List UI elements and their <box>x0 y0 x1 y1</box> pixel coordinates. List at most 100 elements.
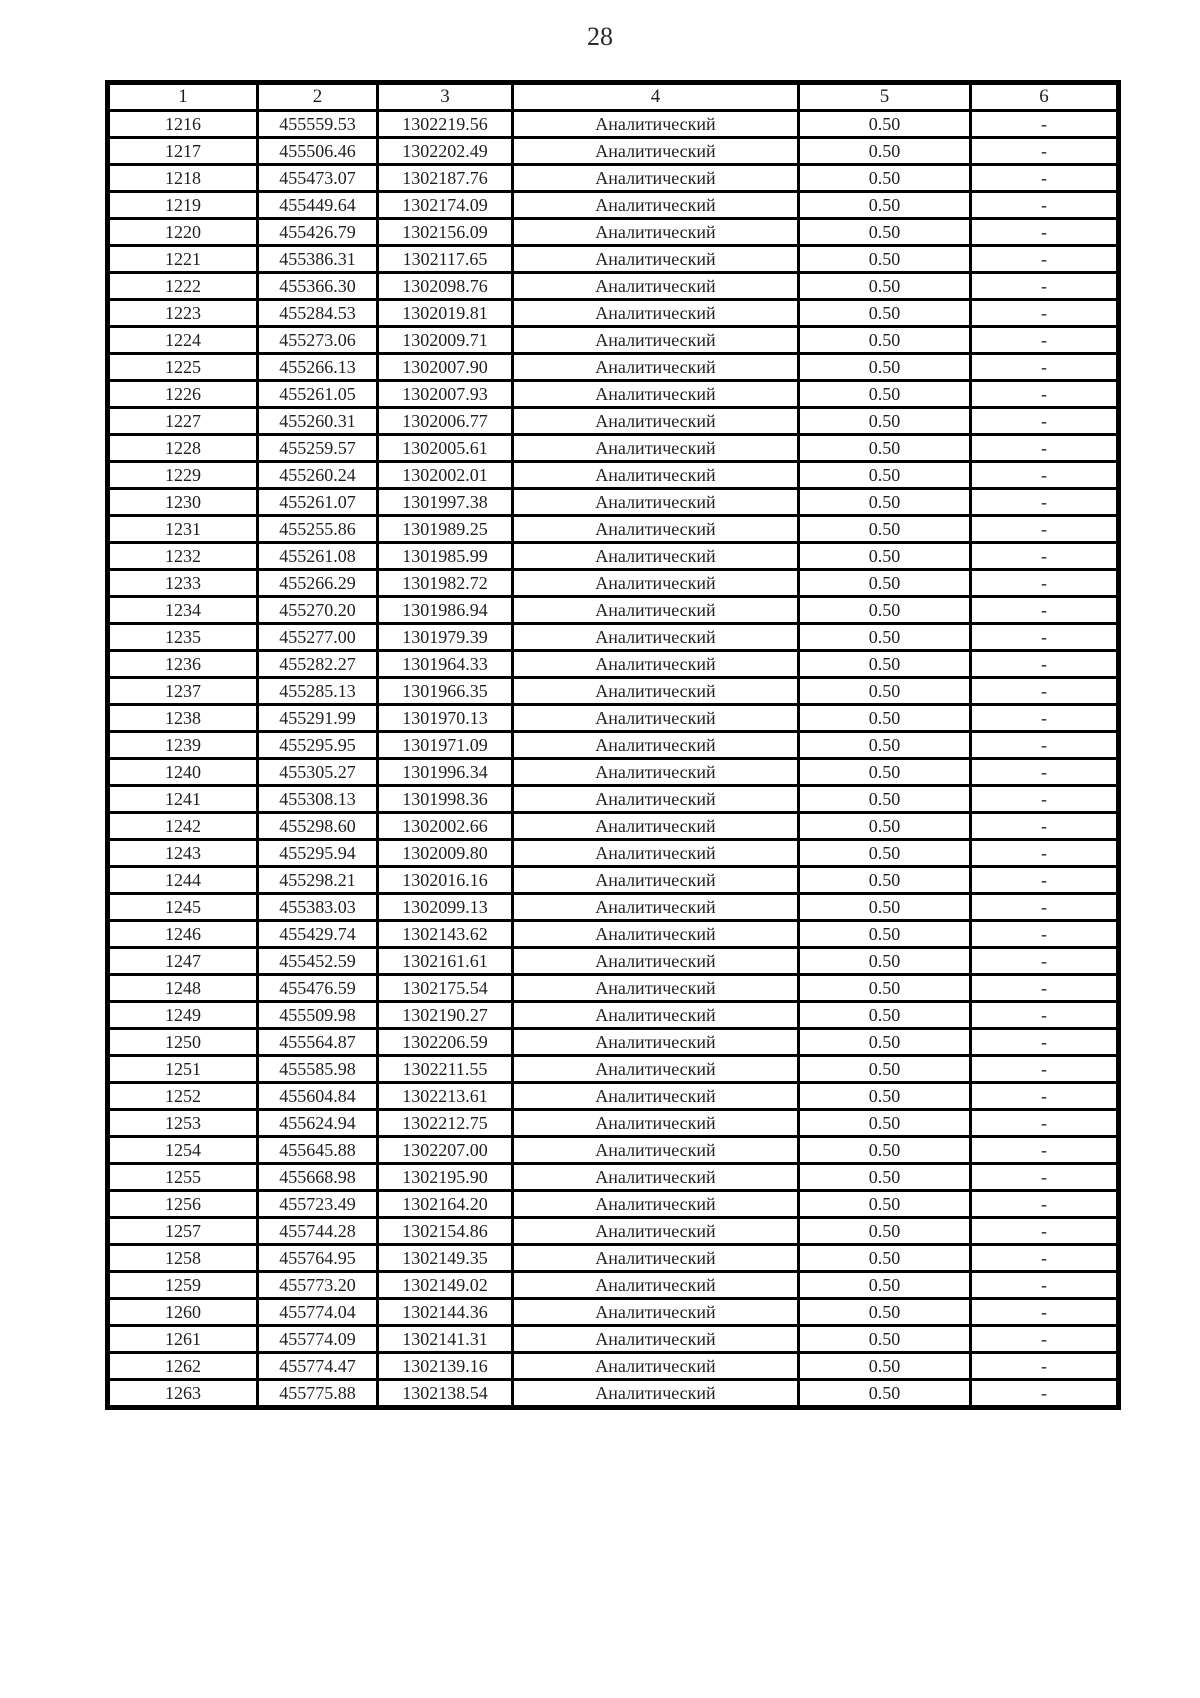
cell-coord-y: 1302207.00 <box>376 1135 514 1165</box>
cell-row-id: 1220 <box>106 217 259 247</box>
cell-coord-y: 1302143.62 <box>376 919 514 949</box>
table-row: 1256 455723.49 1302164.20 Аналитический 0.50… <box>106 1189 1120 1219</box>
cell-method: Аналитический <box>511 1108 800 1138</box>
cell-dash: - <box>969 946 1120 976</box>
cell-method: Аналитический <box>511 811 800 841</box>
cell-coord-x: 455473.07 <box>256 163 379 193</box>
cell-value: 0.50 <box>797 487 972 517</box>
column-header-6: 6 <box>969 81 1120 112</box>
cell-row-id: 1253 <box>106 1108 259 1138</box>
cell-dash: - <box>969 973 1120 1003</box>
cell-coord-y: 1302161.61 <box>376 946 514 976</box>
cell-row-id: 1229 <box>106 460 259 490</box>
cell-coord-x: 455723.49 <box>256 1189 379 1219</box>
table-row: 1244 455298.21 1302016.16 Аналитический 0.50… <box>106 865 1120 895</box>
cell-value: 0.50 <box>797 1378 972 1409</box>
cell-coord-x: 455266.13 <box>256 352 379 382</box>
cell-dash: - <box>969 352 1120 382</box>
cell-coord-x: 455282.27 <box>256 649 379 679</box>
cell-method: Аналитический <box>511 919 800 949</box>
table-row: 1230 455261.07 1301997.38 Аналитический 0.50… <box>106 487 1120 517</box>
cell-dash: - <box>969 298 1120 328</box>
cell-dash: - <box>969 595 1120 625</box>
cell-method: Аналитический <box>511 1000 800 1030</box>
cell-method: Аналитический <box>511 865 800 895</box>
table-row: 1220 455426.79 1302156.09 Аналитический 0.50… <box>106 217 1120 247</box>
table-row: 1221 455386.31 1302117.65 Аналитический 0.50… <box>106 244 1120 274</box>
cell-method: Аналитический <box>511 1216 800 1246</box>
table-row: 1235 455277.00 1301979.39 Аналитический 0.50… <box>106 622 1120 652</box>
cell-value: 0.50 <box>797 298 972 328</box>
cell-coord-x: 455509.98 <box>256 1000 379 1030</box>
cell-coord-y: 1302195.90 <box>376 1162 514 1192</box>
cell-dash: - <box>969 892 1120 922</box>
cell-row-id: 1238 <box>106 703 259 733</box>
cell-row-id: 1260 <box>106 1297 259 1327</box>
cell-row-id: 1231 <box>106 514 259 544</box>
cell-method: Аналитический <box>511 757 800 787</box>
cell-coord-x: 455506.46 <box>256 136 379 166</box>
cell-method: Аналитический <box>511 163 800 193</box>
cell-dash: - <box>969 379 1120 409</box>
cell-dash: - <box>969 190 1120 220</box>
cell-method: Аналитический <box>511 514 800 544</box>
cell-value: 0.50 <box>797 271 972 301</box>
cell-dash: - <box>969 460 1120 490</box>
table-row: 1260 455774.04 1302144.36 Аналитический 0.50… <box>106 1297 1120 1327</box>
cell-coord-y: 1302212.75 <box>376 1108 514 1138</box>
cell-row-id: 1251 <box>106 1054 259 1084</box>
cell-method: Аналитический <box>511 1054 800 1084</box>
cell-coord-y: 1301979.39 <box>376 622 514 652</box>
cell-row-id: 1232 <box>106 541 259 571</box>
cell-coord-x: 455305.27 <box>256 757 379 787</box>
table-row: 1225 455266.13 1302007.90 Аналитический 0.50… <box>106 352 1120 382</box>
cell-method: Аналитический <box>511 1351 800 1381</box>
table-row: 1226 455261.05 1302007.93 Аналитический 0.50… <box>106 379 1120 409</box>
table-row: 1216 455559.53 1302219.56 Аналитический 0.50… <box>106 109 1120 139</box>
cell-coord-y: 1302175.54 <box>376 973 514 1003</box>
cell-method: Аналитический <box>511 406 800 436</box>
cell-value: 0.50 <box>797 568 972 598</box>
cell-value: 0.50 <box>797 1351 972 1381</box>
table-row: 1241 455308.13 1301998.36 Аналитический 0.50… <box>106 784 1120 814</box>
cell-value: 0.50 <box>797 109 972 139</box>
cell-row-id: 1254 <box>106 1135 259 1165</box>
table-row: 1245 455383.03 1302099.13 Аналитический 0.50… <box>106 892 1120 922</box>
cell-method: Аналитический <box>511 541 800 571</box>
cell-row-id: 1241 <box>106 784 259 814</box>
table-row: 1217 455506.46 1302202.49 Аналитический 0.50… <box>106 136 1120 166</box>
cell-coord-x: 455266.29 <box>256 568 379 598</box>
table-row: 1250 455564.87 1302206.59 Аналитический 0.50… <box>106 1027 1120 1057</box>
cell-row-id: 1237 <box>106 676 259 706</box>
table-row: 1237 455285.13 1301966.35 Аналитический 0.50… <box>106 676 1120 706</box>
cell-method: Аналитический <box>511 433 800 463</box>
cell-value: 0.50 <box>797 217 972 247</box>
cell-coord-y: 1302149.02 <box>376 1270 514 1300</box>
cell-coord-x: 455259.57 <box>256 433 379 463</box>
cell-coord-y: 1302009.80 <box>376 838 514 868</box>
cell-row-id: 1233 <box>106 568 259 598</box>
cell-value: 0.50 <box>797 622 972 652</box>
cell-dash: - <box>969 217 1120 247</box>
cell-coord-y: 1302138.54 <box>376 1378 514 1409</box>
cell-value: 0.50 <box>797 1162 972 1192</box>
cell-coord-y: 1302174.09 <box>376 190 514 220</box>
cell-value: 0.50 <box>797 649 972 679</box>
cell-dash: - <box>969 703 1120 733</box>
cell-coord-y: 1302187.76 <box>376 163 514 193</box>
cell-method: Аналитический <box>511 271 800 301</box>
cell-value: 0.50 <box>797 163 972 193</box>
cell-row-id: 1219 <box>106 190 259 220</box>
cell-value: 0.50 <box>797 325 972 355</box>
cell-coord-x: 455426.79 <box>256 217 379 247</box>
cell-coord-x: 455452.59 <box>256 946 379 976</box>
cell-coord-x: 455261.07 <box>256 487 379 517</box>
cell-method: Аналитический <box>511 676 800 706</box>
cell-row-id: 1242 <box>106 811 259 841</box>
cell-coord-y: 1302002.01 <box>376 460 514 490</box>
column-header-3: 3 <box>376 81 514 112</box>
cell-value: 0.50 <box>797 541 972 571</box>
cell-coord-y: 1302149.35 <box>376 1243 514 1273</box>
